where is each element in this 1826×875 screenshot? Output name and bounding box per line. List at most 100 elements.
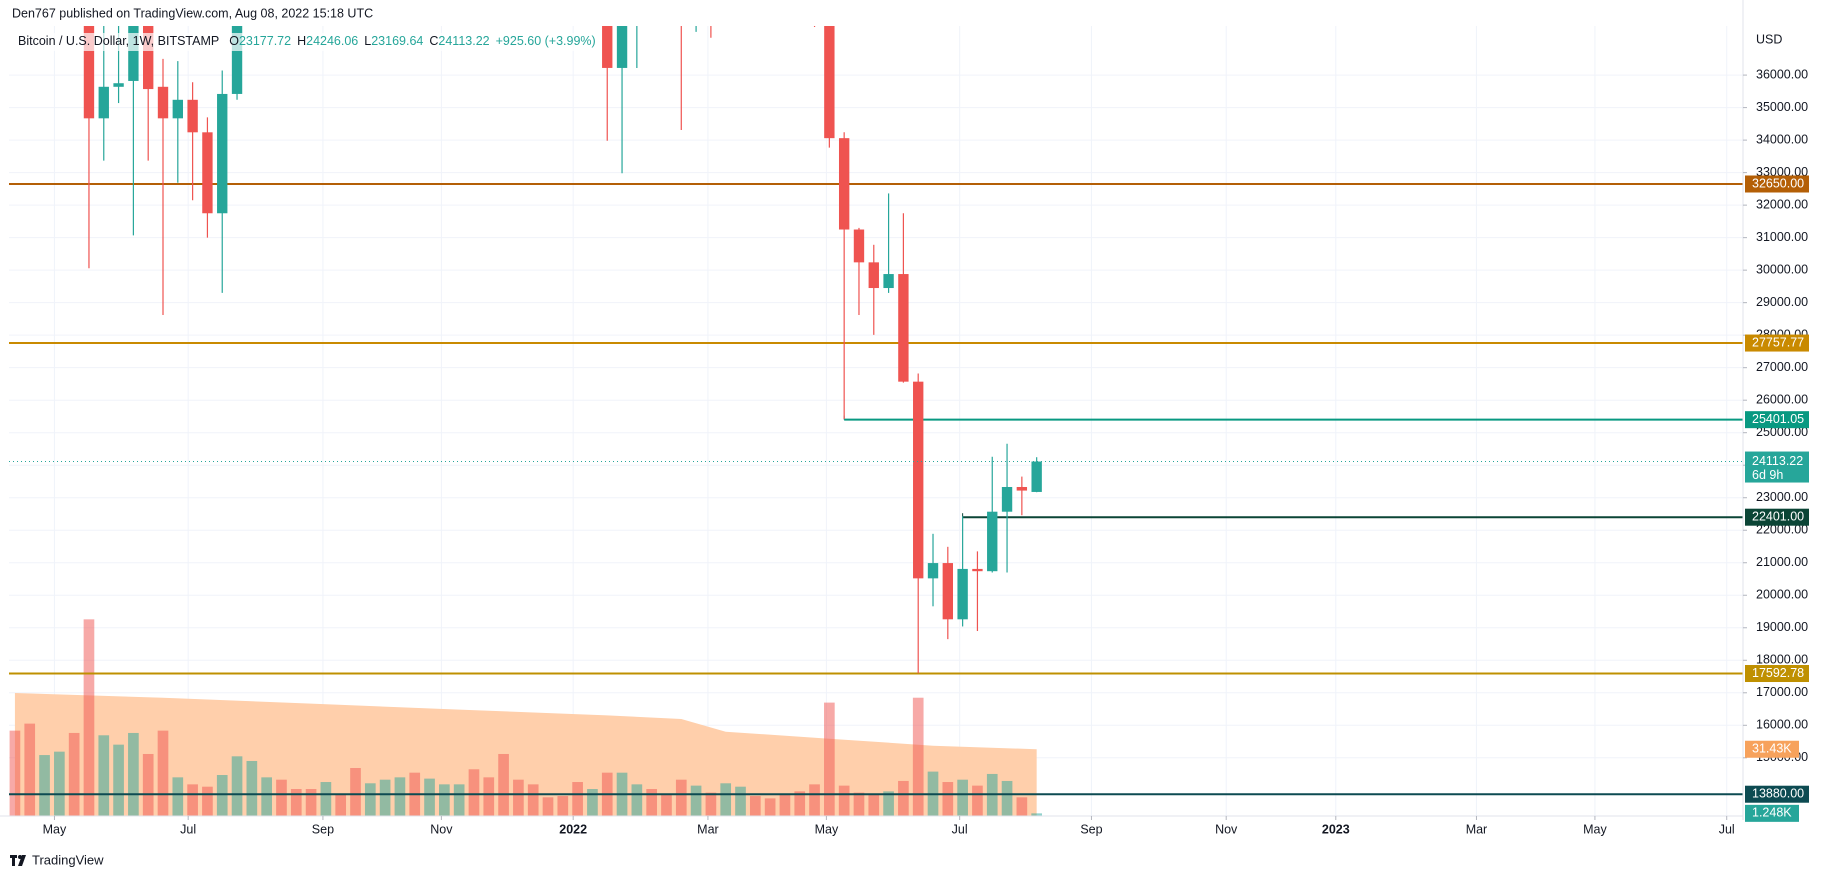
candle-body — [838, 138, 850, 230]
volume-bar — [202, 786, 213, 816]
volume-bar — [513, 779, 524, 816]
last-price-label: 24113.22 — [1752, 454, 1803, 468]
volume-bar — [824, 702, 835, 816]
volume-bar — [54, 751, 65, 816]
x-tick-label: 2023 — [1322, 822, 1350, 836]
volume-bar — [350, 768, 361, 816]
volume-bar — [972, 785, 983, 816]
y-tick-label: 29000.00 — [1756, 295, 1808, 309]
level-label: 25401.05 — [1752, 412, 1804, 426]
candle-body — [128, 26, 139, 81]
volume-bar — [1016, 797, 1028, 816]
volume-bar — [587, 789, 598, 816]
y-tick-label: 30000.00 — [1756, 262, 1808, 276]
level-label: 17592.78 — [1752, 666, 1804, 680]
candle-body — [143, 26, 154, 90]
candle-body — [1001, 486, 1013, 512]
volume-ma-label: 31.43K — [1752, 742, 1792, 756]
y-tick-label: 31000.00 — [1756, 230, 1808, 244]
y-tick-label: 22000.00 — [1756, 523, 1808, 537]
y-tick-label: 27000.00 — [1756, 360, 1808, 374]
volume-label: 1.248K — [1752, 806, 1792, 820]
y-tick-label: 20000.00 — [1756, 588, 1808, 602]
volume-bar — [838, 785, 850, 816]
volume-bar — [128, 732, 139, 816]
level-label: 22401.00 — [1752, 509, 1804, 523]
x-tick-label: 2022 — [559, 822, 587, 836]
ohlc-value: 24246.06 — [306, 34, 358, 48]
volume-label-box — [1745, 804, 1799, 822]
x-tick-label: May — [815, 822, 839, 836]
volume-bar — [868, 793, 880, 816]
candle-body — [602, 26, 613, 68]
candle-body — [187, 99, 198, 133]
volume-bar — [290, 789, 302, 816]
grid-layer — [9, 26, 1743, 816]
volume-bar — [942, 782, 954, 816]
level-label-box — [1745, 665, 1809, 683]
x-tick-label: Mar — [1466, 822, 1488, 836]
volume-bar — [246, 760, 258, 816]
legend-bg — [14, 33, 574, 51]
volume-bar — [527, 784, 539, 816]
x-tick-label: May — [1583, 822, 1607, 836]
candle-body — [98, 86, 109, 119]
level-label-box — [1745, 175, 1809, 193]
volume-bar — [631, 784, 643, 816]
volume-bar — [439, 784, 450, 816]
candle-body — [883, 274, 894, 289]
countdown-label: 6d 9h — [1752, 468, 1783, 482]
level-label: 32650.00 — [1752, 176, 1804, 190]
legend-change: +925.60 (+3.99%) — [496, 34, 596, 48]
volume-bar — [335, 793, 347, 816]
volume-bar — [883, 791, 894, 816]
volume-bar — [646, 789, 657, 816]
volume-bar — [498, 753, 509, 816]
candle-body — [1016, 486, 1028, 491]
y-tick-label: 25000.00 — [1756, 425, 1808, 439]
legend-text: Bitcoin / U.S. Dollar, 1W, BITSTAMP O2317… — [18, 34, 596, 48]
volume-bar — [187, 784, 198, 816]
logo — [10, 855, 26, 866]
ohlc-value: 23177.72 — [239, 34, 291, 48]
level-label-box — [1745, 411, 1809, 429]
level-label: 13880.00 — [1752, 787, 1804, 801]
volume-bar — [705, 792, 717, 816]
volume-bar — [853, 792, 865, 816]
candle-body — [113, 83, 124, 87]
ohlc-value: 24113.22 — [438, 34, 489, 48]
y-tick-label: 35000.00 — [1756, 100, 1808, 114]
volume-bar — [720, 783, 732, 816]
volume-bar — [231, 756, 243, 816]
y-tick-label: 34000.00 — [1756, 132, 1808, 146]
candle-body — [83, 26, 95, 119]
x-tick-label: Jul — [1719, 822, 1735, 836]
level-label-box — [1745, 508, 1809, 526]
axis-layer: 15000.0016000.0017000.0018000.0019000.00… — [43, 67, 1809, 836]
volume-bar — [83, 619, 95, 816]
volume-bar — [809, 784, 820, 816]
x-tick-label: Mar — [697, 822, 719, 836]
footer: TradingView — [32, 852, 104, 867]
level-label-box — [1745, 334, 1809, 352]
ohlc-letter: O — [229, 34, 239, 48]
volume-bar — [675, 779, 687, 816]
y-tick-label: 17000.00 — [1756, 685, 1808, 699]
candle-body — [957, 568, 968, 620]
x-tick-label: Sep — [1080, 822, 1102, 836]
volume-bar — [379, 779, 391, 816]
volume-bar — [305, 789, 317, 816]
volume-bar — [572, 782, 583, 816]
y-tick-label: 23000.00 — [1756, 490, 1808, 504]
volume-bar — [735, 786, 746, 816]
volume-bar — [39, 755, 50, 816]
volume-bar — [794, 791, 806, 816]
candle-body — [927, 563, 939, 579]
volume-bar — [912, 697, 924, 816]
volume-bar — [216, 775, 228, 816]
y-tick-label: 33000.00 — [1756, 165, 1808, 179]
candle-body — [972, 568, 983, 572]
candle-body — [853, 229, 865, 263]
